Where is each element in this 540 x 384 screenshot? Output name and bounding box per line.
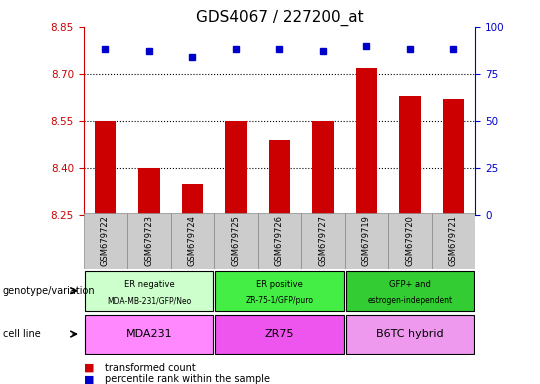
Text: ZR75: ZR75 — [265, 329, 294, 339]
FancyBboxPatch shape — [85, 271, 213, 311]
Text: estrogen-independent: estrogen-independent — [367, 296, 453, 305]
FancyBboxPatch shape — [388, 213, 431, 269]
Bar — [138, 168, 160, 215]
FancyBboxPatch shape — [127, 213, 171, 269]
Text: transformed count: transformed count — [105, 363, 196, 373]
FancyBboxPatch shape — [346, 314, 474, 354]
FancyBboxPatch shape — [85, 314, 213, 354]
Text: GSM679721: GSM679721 — [449, 215, 458, 266]
Text: cell line: cell line — [3, 329, 40, 339]
Text: MDA-MB-231/GFP/Neo: MDA-MB-231/GFP/Neo — [107, 296, 191, 305]
Text: GSM679720: GSM679720 — [406, 215, 415, 266]
Text: GSM679724: GSM679724 — [188, 215, 197, 266]
Bar — [355, 68, 377, 215]
FancyBboxPatch shape — [258, 213, 301, 269]
Text: ER positive: ER positive — [256, 280, 303, 289]
FancyBboxPatch shape — [215, 271, 344, 311]
FancyBboxPatch shape — [171, 213, 214, 269]
Text: GSM679726: GSM679726 — [275, 215, 284, 266]
Text: GSM679727: GSM679727 — [319, 215, 327, 266]
Text: GSM679725: GSM679725 — [232, 215, 240, 266]
Text: GSM679719: GSM679719 — [362, 215, 371, 266]
Text: ■: ■ — [84, 374, 94, 384]
Bar — [399, 96, 421, 215]
FancyBboxPatch shape — [84, 213, 127, 269]
Text: percentile rank within the sample: percentile rank within the sample — [105, 374, 271, 384]
FancyBboxPatch shape — [346, 271, 474, 311]
Text: GSM679722: GSM679722 — [101, 215, 110, 266]
Bar — [312, 121, 334, 215]
FancyBboxPatch shape — [345, 213, 388, 269]
Text: B6TC hybrid: B6TC hybrid — [376, 329, 444, 339]
FancyBboxPatch shape — [215, 314, 344, 354]
Text: ■: ■ — [84, 363, 94, 373]
Text: MDA231: MDA231 — [126, 329, 172, 339]
Text: GFP+ and: GFP+ and — [389, 280, 431, 289]
FancyBboxPatch shape — [431, 213, 475, 269]
FancyBboxPatch shape — [301, 213, 345, 269]
Bar — [268, 140, 291, 215]
Text: ZR-75-1/GFP/puro: ZR-75-1/GFP/puro — [246, 296, 313, 305]
FancyBboxPatch shape — [214, 213, 258, 269]
Bar — [181, 184, 204, 215]
Bar — [225, 121, 247, 215]
Text: GSM679723: GSM679723 — [145, 215, 153, 266]
Text: genotype/variation: genotype/variation — [3, 286, 96, 296]
Bar — [443, 99, 464, 215]
Text: ER negative: ER negative — [124, 280, 174, 289]
Bar — [94, 121, 116, 215]
Title: GDS4067 / 227200_at: GDS4067 / 227200_at — [195, 9, 363, 25]
